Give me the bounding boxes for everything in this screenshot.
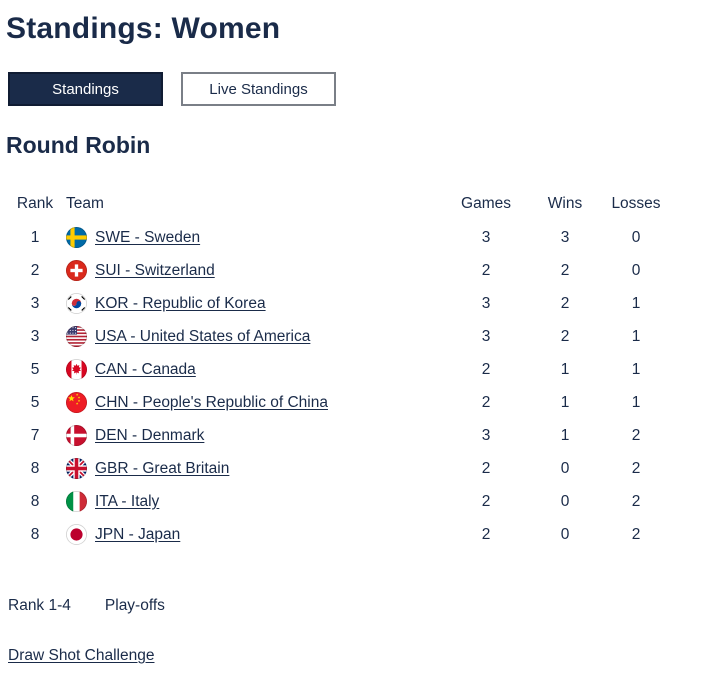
legend-row: Rank 1-4 Play-offs [8, 597, 704, 615]
losses-cell: 2 [631, 492, 641, 510]
wins-cell: 2 [560, 261, 570, 279]
games-cell: 2 [481, 459, 491, 477]
tab-standings[interactable]: Standings [8, 72, 163, 106]
team-link[interactable]: CAN - Canada [95, 360, 196, 378]
losses-cell: 0 [631, 261, 641, 279]
rank-cell: 3 [30, 327, 40, 345]
team-cell: CHN - People's Republic of China [64, 386, 440, 419]
switzerland-flag-icon [66, 260, 87, 281]
rank-cell: 5 [30, 360, 40, 378]
column-header-rank: Rank [16, 195, 54, 212]
standings-table: Rank Team Games Wins Losses 1 SWE - Swede… [6, 187, 674, 551]
column-header-wins: Wins [547, 195, 583, 212]
rank-cell: 5 [30, 393, 40, 411]
team-cell: KOR - Republic of Korea [64, 287, 440, 320]
sweden-flag-icon [66, 227, 87, 248]
losses-cell: 1 [631, 393, 641, 411]
wins-cell: 0 [560, 459, 570, 477]
losses-cell: 2 [631, 459, 641, 477]
legend-rank-range: Rank 1-4 [8, 597, 71, 614]
team-link[interactable]: ITA - Italy [95, 492, 160, 510]
tab-live-standings[interactable]: Live Standings [181, 72, 336, 106]
page-title: Standings: Women [6, 12, 281, 45]
rank-cell: 8 [30, 525, 40, 543]
table-row: 2 SUI - Switzerland 2 2 0 [6, 254, 674, 287]
draw-shot-challenge-link[interactable]: Draw Shot Challenge [8, 647, 155, 664]
china-flag-icon [66, 392, 87, 413]
team-cell: ITA - Italy [64, 485, 440, 518]
italy-flag-icon [66, 491, 87, 512]
column-header-team: Team [66, 195, 104, 212]
table-row: 8 ITA - Italy 2 0 2 [6, 485, 674, 518]
games-cell: 2 [481, 525, 491, 543]
losses-cell: 1 [631, 360, 641, 378]
table-row: 8 JPN - Japan 2 0 2 [6, 518, 674, 551]
wins-cell: 0 [560, 525, 570, 543]
losses-cell: 1 [631, 294, 641, 312]
losses-cell: 0 [631, 228, 641, 246]
team-link[interactable]: SUI - Switzerland [95, 261, 215, 279]
rank-cell: 1 [30, 228, 40, 246]
wins-cell: 1 [560, 360, 570, 378]
games-cell: 2 [481, 360, 491, 378]
table-row: 1 SWE - Sweden 3 3 0 [6, 221, 674, 254]
table-row: 8 GBR - Great Britain 2 0 2 [6, 452, 674, 485]
losses-cell: 1 [631, 327, 641, 345]
games-cell: 2 [481, 261, 491, 279]
games-cell: 2 [481, 393, 491, 411]
canada-flag-icon [66, 359, 87, 380]
team-link[interactable]: DEN - Denmark [95, 426, 205, 444]
team-link[interactable]: CHN - People's Republic of China [95, 393, 328, 411]
team-cell: JPN - Japan [64, 518, 440, 551]
team-link[interactable]: JPN - Japan [95, 525, 181, 543]
section-heading-round-robin: Round Robin [6, 132, 151, 158]
losses-cell: 2 [631, 525, 641, 543]
column-header-games: Games [461, 195, 511, 212]
games-cell: 3 [481, 294, 491, 312]
table-row: 5 CAN - Canada 2 1 1 [6, 353, 674, 386]
standings-table-body: 1 SWE - Sweden 3 3 0 2 SUI - Switzerland 2 2 0 3 KO… [6, 221, 674, 551]
japan-flag-icon [66, 524, 87, 545]
team-cell: SWE - Sweden [64, 221, 440, 254]
denmark-flag-icon [66, 425, 87, 446]
legend-label: Play-offs [104, 597, 165, 614]
rank-cell: 3 [30, 294, 40, 312]
games-cell: 3 [481, 426, 491, 444]
table-row: 3 KOR - Republic of Korea 3 2 1 [6, 287, 674, 320]
rank-cell: 8 [30, 492, 40, 510]
wins-cell: 2 [560, 327, 570, 345]
team-cell: SUI - Switzerland [64, 254, 440, 287]
rank-cell: 8 [30, 459, 40, 477]
great-britain-flag-icon [66, 458, 87, 479]
team-cell: GBR - Great Britain [64, 452, 440, 485]
table-header-row: Rank Team Games Wins Losses [6, 187, 674, 221]
table-row: 3 USA - United States of America 3 2 1 [6, 320, 674, 353]
team-cell: DEN - Denmark [64, 419, 440, 452]
games-cell: 3 [481, 228, 491, 246]
table-row: 5 CHN - People's Republic of China 2 1 1 [6, 386, 674, 419]
rank-cell: 7 [30, 426, 40, 444]
losses-cell: 2 [631, 426, 641, 444]
wins-cell: 3 [560, 228, 570, 246]
games-cell: 2 [481, 492, 491, 510]
rank-cell: 2 [30, 261, 40, 279]
table-row: 7 DEN - Denmark 3 1 2 [6, 419, 674, 452]
team-link[interactable]: KOR - Republic of Korea [95, 294, 266, 312]
wins-cell: 0 [560, 492, 570, 510]
team-link[interactable]: USA - United States of America [95, 327, 311, 345]
wins-cell: 1 [560, 393, 570, 411]
team-cell: USA - United States of America [64, 320, 440, 353]
team-link[interactable]: GBR - Great Britain [95, 459, 230, 477]
column-header-losses: Losses [611, 195, 661, 212]
wins-cell: 2 [560, 294, 570, 312]
team-link[interactable]: SWE - Sweden [95, 228, 201, 246]
team-cell: CAN - Canada [64, 353, 440, 386]
games-cell: 3 [481, 327, 491, 345]
wins-cell: 1 [560, 426, 570, 444]
tab-bar: Standings Live Standings [8, 72, 704, 106]
korea-flag-icon [66, 293, 87, 314]
usa-flag-icon [66, 326, 87, 347]
